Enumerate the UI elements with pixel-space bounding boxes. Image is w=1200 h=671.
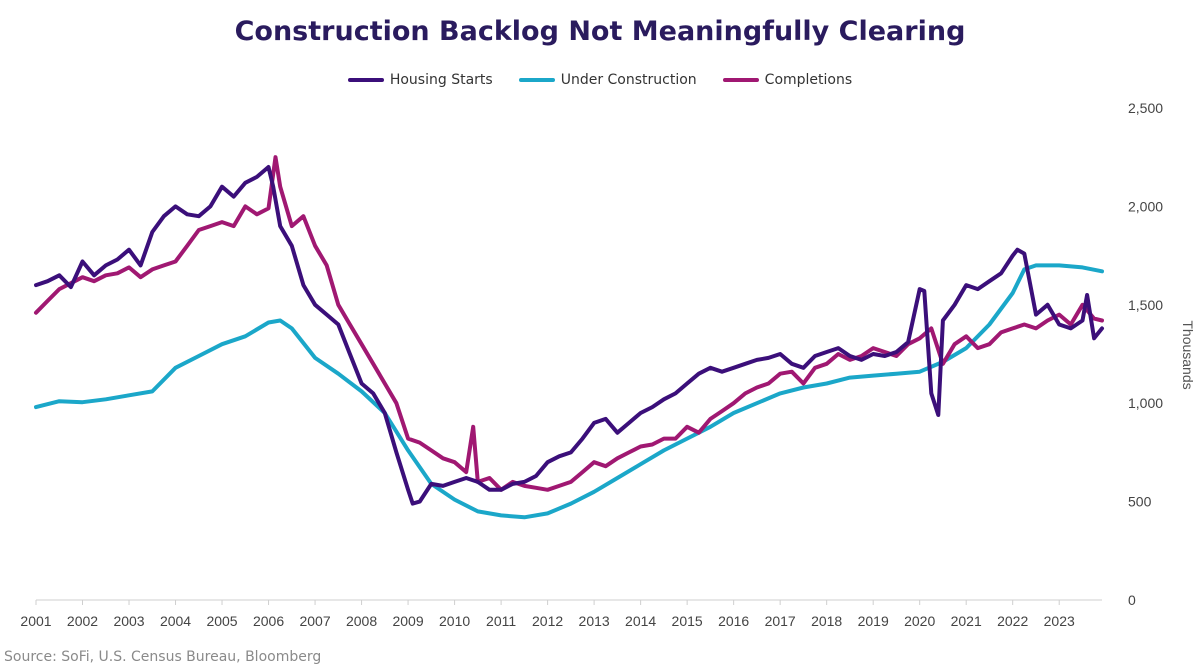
- x-tick-label: 2016: [718, 613, 749, 629]
- source-note: Source: SoFi, U.S. Census Bureau, Bloomb…: [4, 649, 322, 665]
- legend-swatch-completions: [722, 78, 759, 82]
- x-tick-label: 2003: [113, 613, 144, 629]
- y-axis-ticks: 0 500 1,000 1,500 2,000 2,500: [1128, 100, 1163, 608]
- x-tick-label: 2019: [858, 613, 889, 629]
- x-tick-label: 2015: [672, 613, 703, 629]
- series-line-housing-starts: [34, 165, 1104, 506]
- x-tick-label: 2021: [951, 613, 982, 629]
- series-lines: [34, 155, 1104, 520]
- x-tick-label: 2023: [1044, 613, 1075, 629]
- x-tick-label: 2001: [20, 613, 51, 629]
- y-tick-label: 500: [1128, 494, 1152, 510]
- x-tick-label: 2002: [67, 613, 98, 629]
- x-tick-label: 2018: [811, 613, 842, 629]
- x-axis-ticks: 2001 2002 2003 2004 2005 2006 2007 2008 2009 2010…: [20, 600, 1075, 629]
- x-tick-label: 2010: [439, 613, 470, 629]
- x-tick-label: 2006: [253, 613, 284, 629]
- x-tick-label: 2020: [904, 613, 935, 629]
- y-tick-label: 2,500: [1128, 100, 1163, 116]
- legend-swatch-under-construction: [518, 78, 555, 82]
- legend-label-completions: Completions: [764, 72, 853, 88]
- y-tick-label: 2,000: [1128, 198, 1163, 214]
- legend-label-housing-starts: Housing Starts: [389, 72, 493, 88]
- legend-label-under-construction: Under Construction: [560, 72, 697, 88]
- y-tick-label: 1,500: [1128, 297, 1163, 313]
- chart-title: Construction Backlog Not Meaningfully Cl…: [234, 16, 966, 47]
- y-tick-label: 1,000: [1128, 395, 1163, 411]
- x-tick-label: 2009: [392, 613, 423, 629]
- series-line-completions: [34, 155, 1104, 492]
- series-line-under-construction: [34, 263, 1104, 520]
- x-tick-label: 2017: [765, 613, 796, 629]
- legend-item-completions: Completions: [722, 72, 853, 88]
- x-tick-label: 2007: [299, 613, 330, 629]
- y-axis-label: Thousands: [1180, 320, 1196, 389]
- x-tick-label: 2005: [206, 613, 237, 629]
- y-tick-label: 0: [1128, 592, 1136, 608]
- x-tick-label: 2004: [160, 613, 191, 629]
- x-tick-label: 2013: [579, 613, 610, 629]
- legend-item-under-construction: Under Construction: [518, 72, 697, 88]
- legend-item-housing-starts: Housing Starts: [347, 72, 493, 88]
- x-tick-label: 2012: [532, 613, 563, 629]
- legend: Housing Starts Under Construction Comple…: [0, 72, 1200, 88]
- x-tick-label: 2014: [625, 613, 656, 629]
- legend-swatch-housing-starts: [347, 78, 384, 82]
- x-tick-label: 2022: [997, 613, 1028, 629]
- x-tick-label: 2011: [486, 613, 516, 629]
- x-tick-label: 2008: [346, 613, 377, 629]
